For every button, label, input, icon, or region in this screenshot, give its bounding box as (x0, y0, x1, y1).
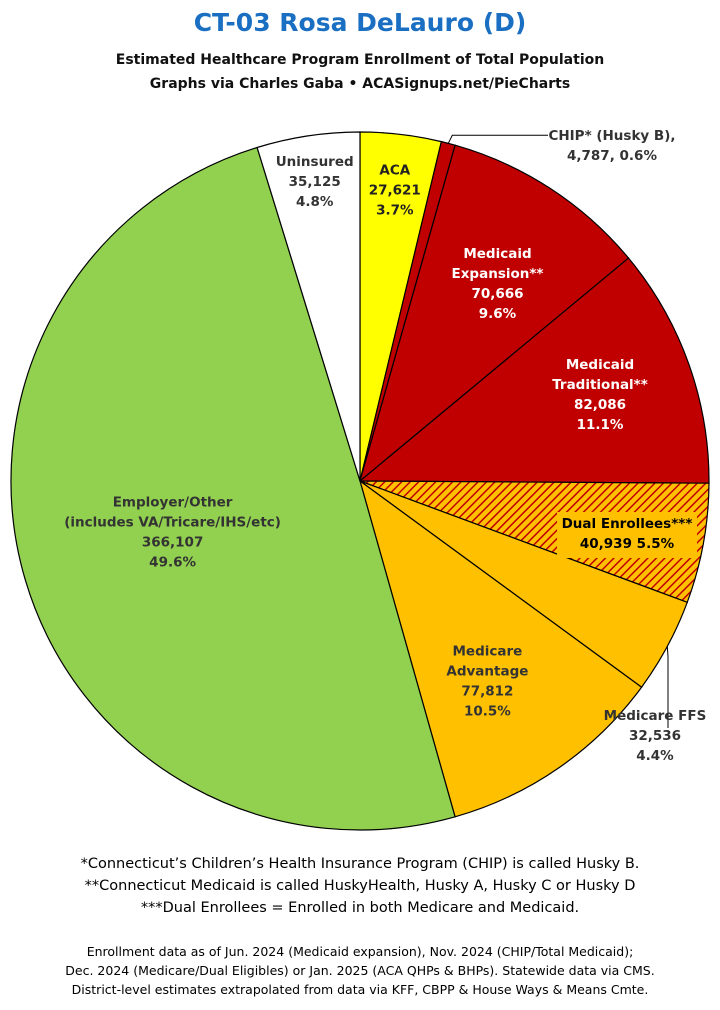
slice-label-employer-other-includes-va-tricare-ihs-etc: Employer/Other (includes VA/Tricare/IHS/e… (64, 494, 281, 570)
pie-slice-medicaid-traditional (358, 257, 710, 484)
slice-label-line: 40,939 5.5% (580, 536, 675, 552)
footnote-medicaid: **Connecticut Medicaid is called HuskyHe… (84, 878, 636, 894)
slice-label-line: ACA (379, 162, 410, 178)
slice-label-line: Uninsured (276, 154, 354, 170)
slice-label-dual-enrollees: Dual Enrollees*** 40,939 5.5% (562, 516, 693, 552)
pie-slice-medicare-advantage (358, 479, 643, 818)
slice-label-line: Medicaid (463, 246, 531, 262)
slice-label-medicaid-traditional: Medicaid Traditional** 82,086 11.1% (552, 357, 648, 433)
pie-slice-employer-other-includes-va-tricare-ihs-etc (10, 146, 456, 831)
slice-label-line: 27,621 (369, 182, 421, 198)
pie-chart: ACA 27,621 3.7% CHIP* (Husky B), 4,787, 0.6%… (10, 128, 710, 831)
chart-subtitle: Estimated Healthcare Program Enrollment … (115, 52, 605, 68)
slice-label-medicaid-expansion: Medicaid Expansion** 70,666 9.6% (452, 246, 544, 322)
slice-label-line: 70,666 (471, 286, 523, 302)
leader-line-medicare-ffs (666, 646, 669, 728)
slice-label-aca: ACA 27,621 3.7% (369, 162, 421, 218)
slice-label-medicare-advantage: Medicare Advantage 77,812 10.5% (446, 644, 528, 720)
source-note-1: Enrollment data as of Jun. 2024 (Medicai… (86, 944, 634, 959)
slice-label-line: 32,536 (629, 728, 681, 744)
slice-label-line: 10.5% (464, 704, 511, 720)
slice-label-line: 3.7% (376, 202, 414, 218)
chart-credit: Graphs via Charles Gaba • ACASignups.net… (149, 76, 571, 92)
chart-title: CT-03 Rosa DeLauro (D) (193, 8, 527, 37)
slice-label-line: 9.6% (479, 306, 517, 322)
slice-label-line: Medicare (452, 644, 522, 660)
slice-label-line: Medicare FFS (604, 708, 707, 724)
source-note-3: District-level estimates extrapolated fr… (71, 982, 649, 997)
pie-slices (10, 131, 710, 831)
slice-label-line: 49.6% (149, 554, 196, 570)
slice-label-line: 366,107 (142, 534, 204, 550)
footnote-dual: ***Dual Enrollees = Enrolled in both Med… (140, 900, 580, 916)
slice-label-line: 4.4% (636, 748, 674, 764)
slice-label-line: CHIP* (Husky B), (548, 128, 675, 144)
slice-label-medicare-ffs: Medicare FFS 32,536 4.4% (604, 708, 707, 764)
slice-label-line: 4,787, 0.6% (567, 148, 657, 164)
pie-slice-medicaid-expansion (358, 144, 630, 483)
slice-label-chip-husky-b: CHIP* (Husky B), 4,787, 0.6% (548, 128, 675, 164)
source-note-2: Dec. 2024 (Medicare/Dual Eligibles) or J… (65, 963, 655, 978)
slice-label-line: (includes VA/Tricare/IHS/etc) (64, 514, 281, 530)
slice-label-line: 11.1% (577, 417, 624, 433)
footnote-chip: *Connecticut’s Children’s Health Insuran… (80, 856, 640, 872)
slice-label-line: Advantage (446, 664, 528, 680)
leader-line-chip-husky-b (447, 134, 548, 144)
slice-label-line: 4.8% (296, 194, 334, 210)
slice-label-line: 35,125 (289, 174, 341, 190)
pie-slice-uninsured (256, 131, 361, 482)
pie-labels: ACA 27,621 3.7% CHIP* (Husky B), 4,787, 0.6%… (64, 128, 706, 764)
dual-enrollees-label-box (557, 512, 697, 558)
slice-label-line: 82,086 (574, 397, 626, 413)
slice-label-line: Expansion** (452, 266, 544, 282)
slice-label-line: Employer/Other (113, 494, 233, 510)
slice-label-uninsured: Uninsured 35,125 4.8% (276, 154, 354, 210)
slice-label-line: Traditional** (552, 377, 648, 393)
slice-label-line: Medicaid (566, 357, 634, 373)
slice-label-line: Dual Enrollees*** (562, 516, 693, 532)
slice-label-line: 77,812 (461, 684, 513, 700)
